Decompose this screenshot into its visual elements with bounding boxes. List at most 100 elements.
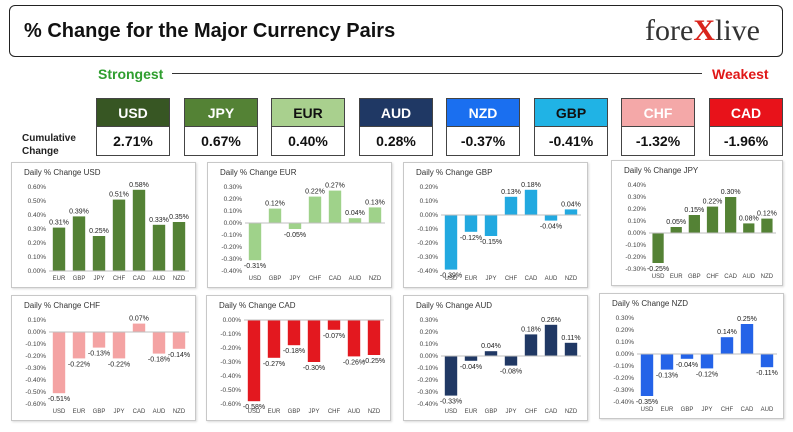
currency-value: 0.67% — [184, 127, 258, 156]
currency-box-nzd: NZD -0.37% — [446, 98, 520, 156]
category-label: JPY — [289, 276, 300, 282]
data-label: -0.07% — [323, 333, 345, 340]
data-label: 0.07% — [129, 316, 149, 323]
category-label: AUD — [349, 276, 362, 282]
y-tick-label: -0.10% — [417, 226, 438, 233]
y-tick-label: -0.30% — [220, 359, 241, 366]
y-tick-label: 0.50% — [28, 198, 47, 205]
currency-value: 0.28% — [359, 127, 433, 156]
category-label: NZD — [369, 276, 382, 282]
y-tick-label: -0.40% — [417, 268, 438, 275]
y-tick-label: 0.20% — [28, 240, 47, 247]
category-label: NZD — [368, 409, 381, 415]
bar — [267, 320, 281, 358]
data-label: -0.04% — [676, 362, 698, 369]
category-label: JPY — [505, 409, 516, 415]
bar — [268, 208, 282, 223]
bar — [564, 342, 578, 356]
bar — [680, 354, 694, 359]
data-label: 0.25% — [89, 228, 109, 235]
currency-value: 0.40% — [271, 127, 345, 156]
bar — [368, 207, 382, 223]
data-label: 0.31% — [49, 220, 69, 227]
data-label: -0.33% — [440, 399, 462, 406]
chart-title: Daily % Change AUD — [416, 301, 493, 310]
data-label: 0.51% — [109, 192, 129, 199]
category-label: USD — [652, 274, 665, 280]
data-label: -0.04% — [460, 364, 482, 371]
currency-code: AUD — [359, 98, 433, 127]
category-label: GBP — [688, 274, 701, 280]
y-tick-label: -0.10% — [220, 331, 241, 338]
data-label: -0.27% — [263, 361, 285, 368]
y-tick-label: -0.50% — [25, 389, 46, 396]
y-tick-label: 0.20% — [224, 196, 243, 203]
data-label: 0.04% — [561, 201, 581, 208]
chart-title: Daily % Change NZD — [612, 299, 689, 308]
y-tick-label: -0.20% — [417, 377, 438, 384]
data-label: 0.05% — [666, 219, 686, 226]
y-tick-label: 0.30% — [628, 194, 647, 201]
category-label: JPY — [701, 407, 712, 413]
bar — [725, 197, 737, 233]
category-label: GBP — [485, 409, 498, 415]
bar — [112, 332, 126, 359]
y-tick-label: 0.00% — [28, 268, 47, 275]
data-label: -0.25% — [647, 266, 669, 273]
data-label: 0.26% — [541, 317, 561, 324]
data-label: -0.05% — [284, 232, 306, 239]
data-label: 0.22% — [305, 189, 325, 196]
bar — [670, 227, 682, 233]
category-label: AUD — [742, 274, 755, 280]
bar — [504, 356, 518, 366]
category-label: EUR — [73, 409, 86, 415]
category-label: GBP — [93, 409, 106, 415]
data-label: -0.22% — [108, 361, 130, 368]
y-tick-label: -0.40% — [613, 399, 634, 406]
bar — [288, 223, 302, 229]
forexlive-logo[interactable]: foreXlive — [645, 14, 760, 48]
bar — [347, 320, 361, 357]
y-tick-label: 0.20% — [420, 329, 439, 336]
category-label: NZD — [565, 276, 578, 282]
bar — [132, 189, 146, 271]
y-tick-label: 0.20% — [628, 206, 647, 213]
currency-box-usd: USD 2.71% — [96, 98, 170, 156]
chart-panel-chf: Daily % Change CHF 0.10% 0.00% -0.10% -0.20… — [11, 295, 196, 421]
y-tick-label: -0.10% — [25, 341, 46, 348]
category-label: EUR — [53, 276, 66, 282]
bar — [444, 215, 458, 270]
y-tick-label: 0.30% — [224, 184, 243, 191]
category-label: AUD — [348, 409, 361, 415]
y-tick-label: 0.10% — [628, 218, 647, 225]
strength-range-line — [172, 73, 702, 74]
data-label: -0.30% — [303, 365, 325, 372]
y-tick-label: -0.10% — [417, 365, 438, 372]
data-label: -0.51% — [48, 396, 70, 403]
data-label: -0.13% — [88, 351, 110, 358]
category-label: JPY — [113, 409, 124, 415]
data-label: 0.08% — [739, 215, 759, 222]
category-label: AUD — [761, 407, 774, 413]
data-label: 0.14% — [717, 329, 737, 336]
data-label: 0.58% — [129, 182, 149, 189]
logo-text-live: live — [715, 14, 760, 47]
chart-title: Daily % Change USD — [24, 168, 101, 177]
category-label: GBP — [73, 276, 86, 282]
bar — [72, 332, 86, 359]
data-label: -0.18% — [283, 348, 305, 355]
y-tick-label: -0.10% — [221, 232, 242, 239]
chart-svg-gbp: 0.20%0.10%0.00%-0.10%-0.20%-0.30%-0.40%-… — [417, 182, 581, 282]
category-label: CHF — [706, 274, 719, 280]
y-tick-label: 0.10% — [28, 254, 47, 261]
bar — [564, 209, 578, 215]
bar — [484, 351, 498, 356]
y-tick-label: -0.30% — [613, 387, 634, 394]
category-label: NZD — [565, 409, 578, 415]
data-label: 0.13% — [365, 199, 385, 206]
category-label: JPY — [93, 276, 104, 282]
bar — [308, 196, 322, 223]
data-label: 0.04% — [345, 210, 365, 217]
bar — [504, 196, 518, 215]
bar — [247, 320, 261, 402]
